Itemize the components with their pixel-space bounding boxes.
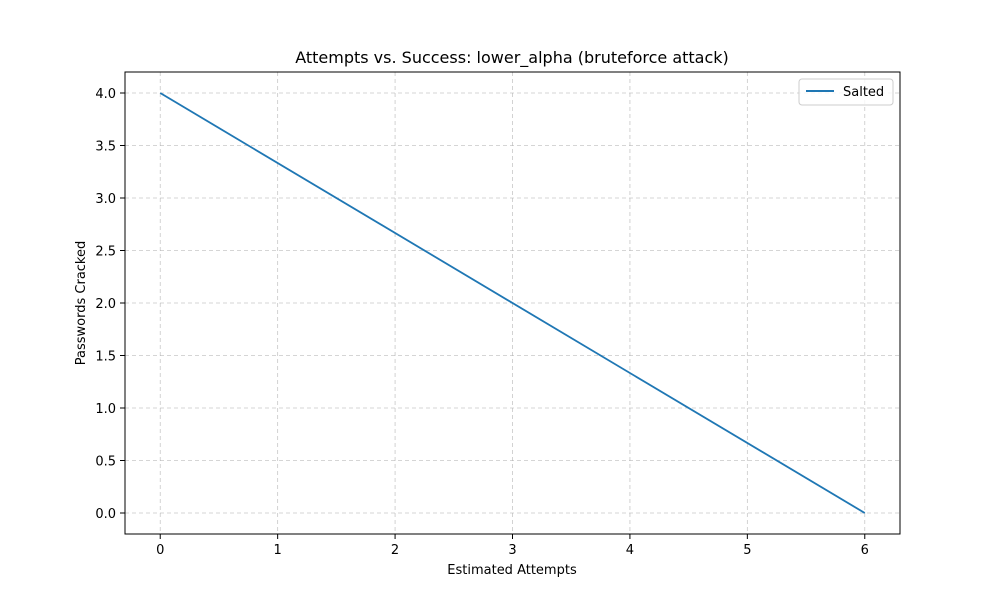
y-tick-label: 2.0: [95, 297, 116, 312]
legend-label-salted: Salted: [843, 85, 884, 100]
x-tick-label: 3: [508, 543, 516, 558]
series-line-salted: [159, 92, 866, 514]
x-axis-ticks: 0 1 2 3 4 5 6: [156, 534, 869, 558]
y-tick-label: 0.0: [95, 507, 116, 522]
series-layer: [159, 92, 866, 514]
grid: [125, 72, 900, 534]
y-tick-label: 3.0: [95, 192, 116, 207]
chart-title: Attempts vs. Success: lower_alpha (brute…: [295, 48, 729, 68]
x-tick-label: 5: [743, 543, 751, 558]
x-tick-label: 6: [861, 543, 869, 558]
x-tick-label: 2: [391, 543, 399, 558]
legend-box: [798, 78, 894, 106]
legend: Salted: [798, 78, 894, 106]
x-axis-label: Estimated Attempts: [447, 563, 577, 578]
x-tick-label: 0: [156, 543, 164, 558]
y-tick-label: 4.0: [95, 87, 116, 102]
y-tick-label: 1.0: [95, 402, 116, 417]
y-tick-label: 1.5: [95, 350, 116, 365]
y-axis-ticks: 0.0 0.5 1.0 1.5 2.0 2.5 3.0 3.5 4.0: [95, 87, 125, 522]
x-tick-label: 1: [274, 543, 282, 558]
x-tick-label: 4: [626, 543, 634, 558]
y-tick-label: 0.5: [95, 455, 116, 470]
y-tick-label: 3.5: [95, 140, 116, 155]
y-axis-label: Passwords Cracked: [74, 241, 89, 365]
y-tick-label: 2.5: [95, 245, 116, 260]
